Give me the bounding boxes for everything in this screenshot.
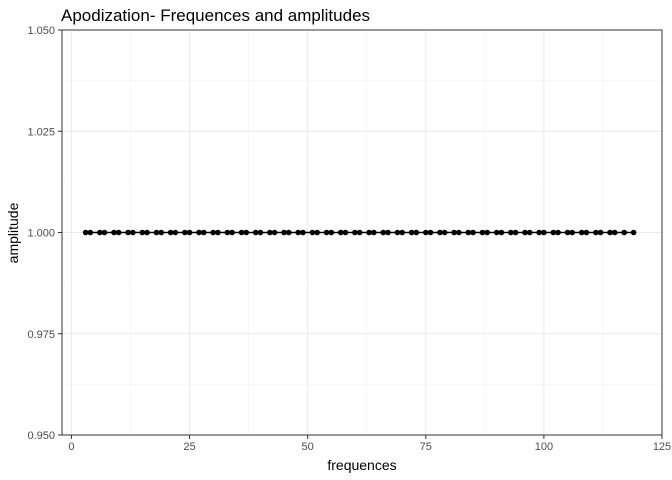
data-point	[295, 229, 302, 236]
data-point	[167, 229, 174, 236]
data-point	[356, 229, 363, 236]
data-point	[593, 229, 599, 236]
data-point	[512, 229, 519, 236]
data-point	[82, 229, 89, 236]
data-point	[267, 229, 273, 236]
x-tick-label: 125	[653, 441, 671, 453]
data-point	[153, 229, 160, 236]
x-tick-label: 0	[68, 441, 74, 453]
data-point	[630, 229, 637, 236]
data-point	[385, 229, 391, 236]
data-point	[300, 229, 306, 236]
y-tick-label: 1.000	[27, 228, 55, 240]
data-point	[569, 229, 576, 236]
data-point	[186, 229, 193, 236]
data-point	[101, 229, 108, 236]
x-axis-title: frequences	[327, 457, 396, 473]
data-point	[493, 229, 500, 236]
data-point	[456, 229, 462, 236]
data-point	[555, 229, 561, 236]
data-point	[182, 229, 188, 236]
data-point	[611, 229, 618, 236]
data-point	[243, 229, 250, 236]
data-point	[508, 229, 514, 236]
data-point	[437, 229, 443, 236]
data-point	[87, 229, 94, 236]
data-point	[536, 229, 542, 236]
y-tick-label: 1.025	[27, 126, 55, 138]
data-point	[578, 229, 585, 236]
data-point	[130, 229, 136, 236]
data-point	[352, 229, 358, 236]
data-point	[408, 229, 415, 236]
data-point	[413, 229, 420, 236]
data-point	[484, 229, 490, 236]
y-axis-title: amplitude	[5, 202, 21, 263]
data-point	[470, 229, 476, 236]
data-point	[323, 229, 330, 236]
x-axis: 0 25 50 75 100 125	[68, 435, 671, 453]
data-point	[394, 229, 401, 236]
data-point	[271, 229, 278, 236]
data-point	[196, 229, 202, 236]
data-point	[427, 229, 434, 236]
x-tick-label: 25	[183, 441, 195, 453]
chart-title: Apodization- Frequences and amplitudes	[61, 6, 370, 25]
data-point	[328, 229, 335, 236]
data-point	[380, 229, 387, 236]
data-point	[399, 229, 405, 236]
data-point	[541, 229, 547, 236]
data-point	[564, 229, 571, 236]
data-point	[498, 229, 505, 236]
data-point	[96, 229, 103, 236]
y-tick-label: 1.050	[27, 25, 55, 37]
data-point	[371, 229, 377, 236]
y-tick-label: 0.975	[27, 329, 55, 341]
y-axis: 0.950 0.975 1.000 1.025 1.050	[27, 25, 62, 442]
data-point	[115, 229, 122, 236]
data-point	[309, 229, 316, 236]
x-tick-label: 50	[302, 441, 314, 453]
data-point	[479, 229, 486, 236]
data-point	[224, 229, 231, 236]
data-point	[451, 229, 457, 236]
data-point	[125, 229, 131, 236]
data-point	[337, 229, 344, 236]
data-point	[210, 229, 216, 236]
data-point	[200, 229, 207, 236]
y-tick-label: 0.950	[27, 430, 55, 442]
data-point	[229, 229, 235, 236]
data-point	[111, 229, 117, 236]
data-point	[621, 229, 628, 236]
data-point	[139, 229, 146, 236]
data-point	[342, 229, 349, 236]
data-point	[526, 229, 533, 236]
data-point	[285, 229, 292, 236]
data-point	[422, 229, 429, 236]
data-point	[252, 229, 259, 236]
data-point	[215, 229, 221, 236]
data-point	[441, 229, 448, 236]
data-point	[238, 229, 245, 236]
data-point	[583, 229, 590, 236]
data-point	[158, 229, 165, 236]
data-point	[366, 229, 372, 236]
data-point	[257, 229, 264, 236]
data-marks	[82, 229, 637, 236]
data-point	[597, 229, 604, 236]
data-point	[172, 229, 179, 236]
data-point	[314, 229, 320, 236]
data-point	[281, 229, 287, 236]
data-point	[550, 229, 557, 236]
x-tick-label: 75	[420, 441, 432, 453]
data-point	[522, 229, 528, 236]
data-point	[465, 229, 472, 236]
data-point	[144, 229, 150, 236]
x-tick-label: 100	[535, 441, 553, 453]
data-point	[607, 229, 613, 236]
